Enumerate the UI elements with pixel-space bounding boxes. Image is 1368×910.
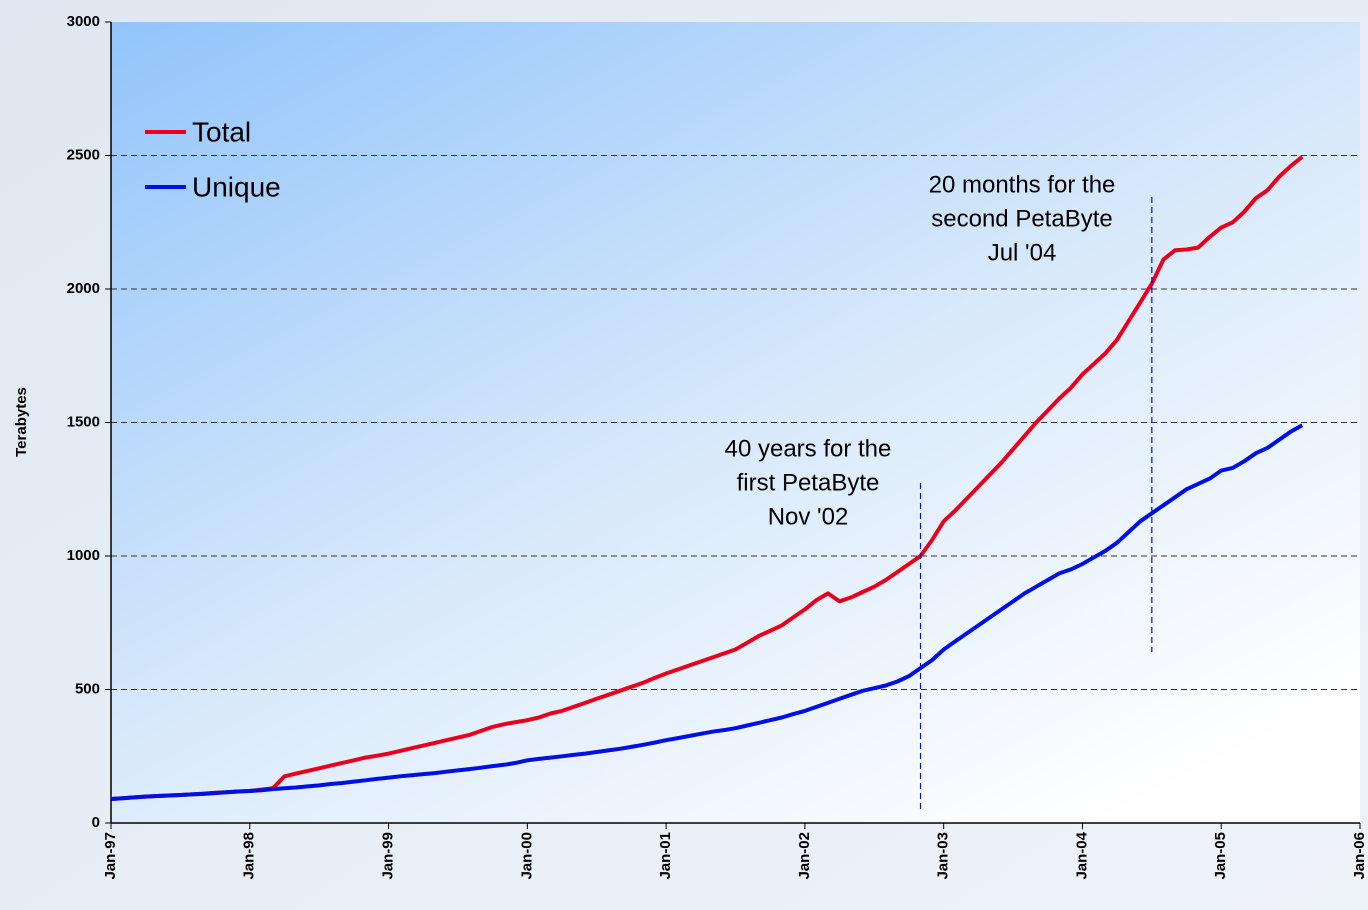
x-tick-label: Jan-98: [241, 832, 258, 880]
y-tick-label: 1000: [67, 547, 100, 564]
legend-label: Unique: [192, 171, 281, 202]
y-tick-label: 2500: [67, 146, 100, 163]
annotation-text: 20 months for the: [929, 171, 1116, 198]
y-tick-label: 2000: [67, 280, 100, 297]
x-tick-label: Jan-01: [657, 832, 674, 880]
y-tick-label: 0: [92, 814, 100, 831]
legend-label: Total: [192, 116, 251, 147]
y-tick-label: 3000: [67, 13, 100, 30]
x-tick-label: Jan-04: [1073, 831, 1090, 879]
x-tick-label: Jan-00: [518, 832, 535, 880]
annotation-text: Nov '02: [768, 503, 849, 530]
x-tick-label: Jan-06: [1351, 832, 1368, 880]
x-tick-label: Jan-97: [102, 832, 119, 880]
x-tick-label: Jan-02: [796, 832, 813, 880]
series-line: [110, 155, 1304, 801]
y-axis-label: Terabytes: [13, 387, 30, 457]
series-line: [110, 423, 1304, 801]
x-tick-label: Jan-05: [1212, 832, 1229, 880]
annotation-text: first PetaByte: [737, 469, 880, 496]
x-tick-label: Jan-03: [935, 832, 952, 880]
y-tick-label: 500: [75, 680, 100, 697]
x-tick-label: Jan-99: [380, 832, 397, 880]
y-tick-label: 1500: [67, 413, 100, 430]
annotation-text: Jul '04: [988, 239, 1057, 266]
annotation-text: 40 years for the: [725, 435, 892, 462]
annotation-text: second PetaByte: [931, 205, 1112, 232]
